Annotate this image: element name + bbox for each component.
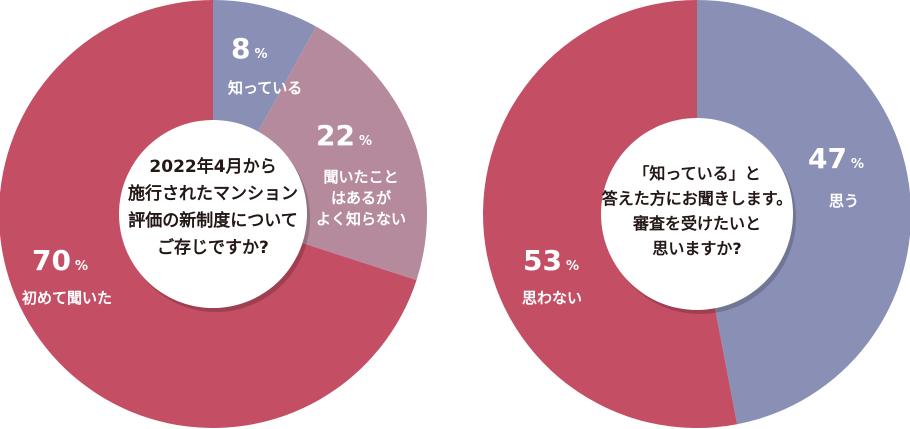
center-question-line: 思いますか? xyxy=(652,239,741,258)
pie-slice xyxy=(697,0,910,425)
center-question-line: 審査を受けたいと xyxy=(632,214,761,233)
center-disc xyxy=(119,120,307,308)
center-question-line: 評価の新制度について xyxy=(128,210,298,231)
data-label: 22% xyxy=(316,119,372,152)
slice-label: 初めて聞いた xyxy=(22,289,112,307)
slice-label: 思う xyxy=(829,192,859,210)
data-label: 53% xyxy=(523,244,579,277)
slice-label: 聞いたこと xyxy=(323,168,398,186)
data-label: 8% xyxy=(231,32,268,65)
data-label: 47% xyxy=(808,142,864,175)
slice-label: 知っている xyxy=(228,79,302,97)
slice-label: よく知らない xyxy=(316,210,406,228)
slice-label: 思わない xyxy=(522,289,582,307)
center-question-line: ご存じですか? xyxy=(157,237,269,258)
center-question-line: 2022年4月から xyxy=(149,156,276,177)
center-question-line: 施行されたマンション xyxy=(128,183,298,204)
data-label: 70% xyxy=(32,244,88,277)
center-disc xyxy=(601,118,793,310)
center-question-line: 「知っている」と xyxy=(633,164,760,183)
center-question-line: 答えた方にお聞きします。 xyxy=(602,189,792,208)
slice-label: はあるが xyxy=(331,189,392,207)
